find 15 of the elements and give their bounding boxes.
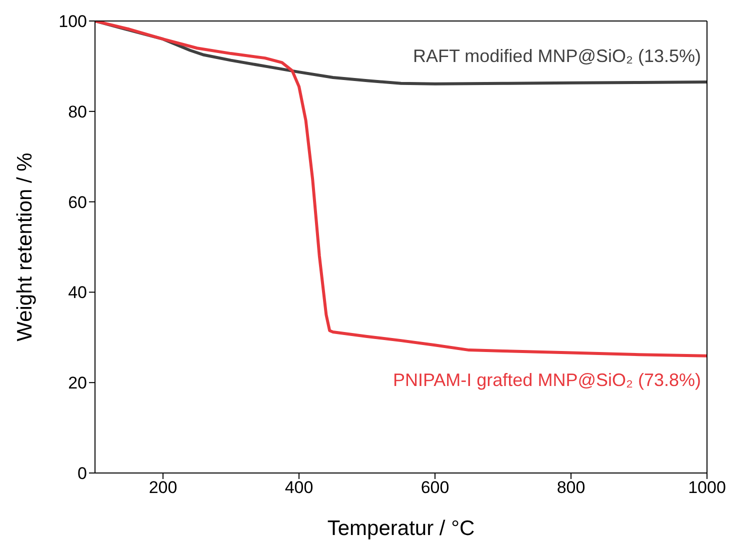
series-label: PNIPAM-I grafted MNP@SiO₂ (73.8%) (392, 370, 701, 390)
x-tick-label: 400 (284, 478, 314, 498)
x-axis-title: Temperatur / °C (327, 517, 475, 540)
x-tick-label: 600 (420, 478, 450, 498)
y-tick-label: 100 (58, 12, 87, 32)
y-tick-label: 20 (68, 374, 87, 393)
y-tick-label: 0 (78, 464, 87, 484)
y-tick-label: 60 (68, 192, 87, 212)
x-tick-label: 200 (148, 478, 178, 498)
y-tick-label: 80 (68, 102, 87, 122)
y-axis-title: Weight retention / % (13, 152, 36, 342)
x-tick-label: 800 (556, 478, 586, 498)
y-tick-label: 40 (68, 283, 87, 302)
x-tick-label: 1000 (688, 478, 726, 498)
series-label: RAFT modified MNP@SiO₂ (13.5%) (413, 46, 701, 66)
